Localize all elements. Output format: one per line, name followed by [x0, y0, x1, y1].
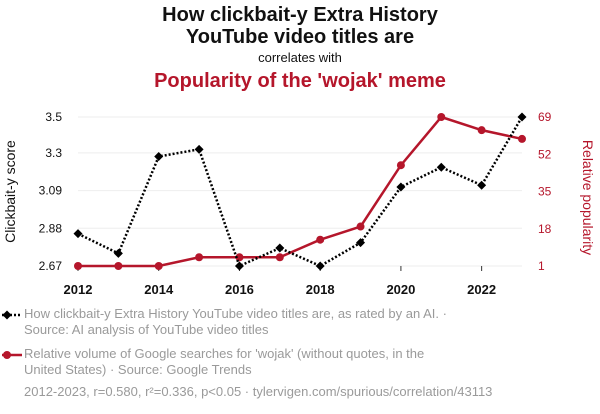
- chart-title-second: Popularity of the 'wojak' meme: [154, 70, 446, 92]
- y-tick-right-label: 52: [538, 147, 552, 161]
- series-clickbait-line: [77, 116, 524, 268]
- series-popularity-point: [316, 235, 325, 244]
- series-clickbait-point: [113, 248, 123, 258]
- x-tick-label: 2014: [144, 282, 174, 297]
- series-clickbait-point: [154, 151, 164, 161]
- series-clickbait-point: [73, 229, 83, 239]
- y-tick-left-label: 3.09: [39, 184, 63, 198]
- series-popularity-point: [114, 262, 123, 270]
- y-tick-left-label: 2.67: [39, 259, 63, 273]
- legend-series1-text: How clickbait-y Extra History YouTube vi…: [24, 306, 584, 338]
- footer-stats: 2012-2023, r=0.580, r²=0.336, p<0.05 · t…: [24, 384, 493, 399]
- legend-series2-line1: Relative volume of Google searches for '…: [24, 346, 425, 361]
- y-tick-right-label: 69: [538, 110, 552, 124]
- y-axis-right-label: Relative popularity: [580, 140, 596, 255]
- legend-series2-text: Relative volume of Google searches for '…: [24, 346, 584, 378]
- legend-series2-line2: United States) · Source: Google Trends: [24, 362, 252, 377]
- series-popularity-point: [195, 253, 204, 262]
- y-tick-right-label: 1: [538, 259, 545, 273]
- series-popularity-point: [154, 262, 163, 270]
- connector-text: correlates with: [258, 50, 342, 65]
- series-popularity-point: [235, 253, 244, 262]
- x-tick-label: 2016: [225, 282, 254, 297]
- y-tick-left-label: 3.3: [45, 146, 62, 160]
- series-clickbait-point: [194, 144, 204, 154]
- x-tick-label: 2012: [64, 282, 93, 297]
- series-popularity-point: [518, 134, 526, 143]
- series-popularity-point: [477, 126, 486, 135]
- series-popularity-point: [74, 262, 82, 270]
- x-tick-label: 2022: [467, 282, 496, 297]
- legend-series1-swatch-marker: [2, 310, 12, 320]
- series-popularity-point: [396, 161, 405, 170]
- series-clickbait-point: [517, 112, 527, 122]
- series-popularity-point: [356, 222, 365, 231]
- legend-series2-swatch-marker: [3, 351, 11, 359]
- series-clickbait-point: [234, 261, 244, 271]
- x-tick-label: 2018: [306, 282, 335, 297]
- y-tick-right-label: 35: [538, 185, 552, 199]
- legend-series1-line1: How clickbait-y Extra History YouTube vi…: [24, 306, 447, 321]
- y-tick-left-label: 2.88: [39, 221, 63, 235]
- series-popularity-point: [437, 113, 446, 121]
- chart-title-line2: YouTube video titles are: [185, 26, 415, 48]
- chart-title-line1: How clickbait-y Extra History: [162, 4, 438, 26]
- x-tick-label: 2020: [386, 282, 415, 297]
- y-tick-left-label: 3.5: [45, 110, 62, 124]
- series-clickbait-point: [477, 180, 487, 190]
- series-clickbait-point: [356, 238, 366, 248]
- series-clickbait-point: [315, 261, 325, 271]
- y-tick-right-label: 18: [538, 222, 552, 236]
- y-axis-left-label: Clickbait-y score: [2, 140, 18, 243]
- series-popularity-line: [78, 115, 523, 268]
- series-clickbait-point: [275, 243, 285, 253]
- series-clickbait-point: [436, 162, 446, 172]
- legend-series1-line2: Source: AI analysis of YouTube video tit…: [24, 322, 269, 337]
- series-clickbait-point: [396, 182, 406, 192]
- series-popularity-point: [275, 253, 284, 262]
